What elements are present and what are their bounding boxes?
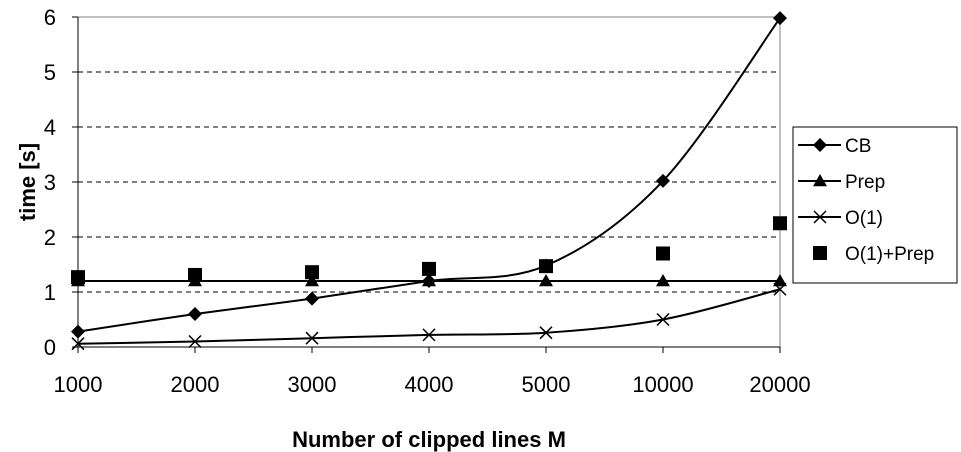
y-tick-label: 3 bbox=[44, 170, 56, 195]
data-point-o-1-prep bbox=[656, 246, 670, 261]
x-tick-label: 4000 bbox=[405, 372, 454, 397]
legend-marker bbox=[813, 246, 827, 260]
marker-stroke bbox=[71, 337, 85, 351]
legend: CB Prep O(1) O(1)+Prep bbox=[792, 126, 958, 284]
data-point-cb bbox=[305, 291, 319, 306]
data-point-prep bbox=[305, 274, 319, 287]
legend-item-prep: Prep bbox=[798, 172, 885, 193]
tick-labels: 0 1 2 3 4 5 6 1000 2000 3000 4000 5000 10000 20000 bbox=[44, 5, 811, 397]
y-axis-title: time [s] bbox=[15, 143, 40, 221]
legend-label: CB bbox=[845, 136, 871, 157]
legend-item-o-1-prep: O(1)+Prep bbox=[813, 244, 934, 265]
y-tick-label: 1 bbox=[44, 280, 56, 305]
data-point-o-1 bbox=[422, 328, 436, 342]
legend-marker bbox=[813, 210, 827, 224]
legend-item-cb: CB bbox=[798, 136, 871, 157]
data-point-o-1-prep bbox=[422, 261, 436, 276]
y-tick-label: 2 bbox=[44, 225, 56, 250]
legend-label: Prep bbox=[845, 172, 885, 193]
x-tick-label: 10000 bbox=[632, 372, 693, 397]
marker-stroke bbox=[773, 282, 787, 296]
data-point-o-1 bbox=[773, 282, 787, 296]
legend-label: O(1)+Prep bbox=[845, 244, 934, 265]
y-tick-label: 6 bbox=[44, 5, 56, 30]
y-tick-label: 0 bbox=[44, 335, 56, 360]
data-point-o-1 bbox=[305, 331, 319, 345]
data-point-prep bbox=[422, 274, 436, 287]
series-o-1 bbox=[71, 282, 787, 351]
series-o-1-prep bbox=[71, 216, 787, 285]
data-point-cb bbox=[188, 307, 202, 321]
legend-label: O(1) bbox=[845, 208, 883, 229]
series bbox=[71, 11, 787, 351]
x-axis-title: Number of clipped lines M bbox=[292, 427, 566, 452]
y-tick-label: 5 bbox=[44, 60, 56, 85]
x-tick-label: 2000 bbox=[171, 372, 220, 397]
legend-item-o-1: O(1) bbox=[798, 208, 883, 229]
marker-stroke bbox=[422, 328, 436, 342]
data-point-o-1 bbox=[656, 312, 670, 327]
marker-stroke bbox=[188, 334, 202, 349]
gridlines bbox=[78, 71, 780, 293]
y-tick-label: 4 bbox=[44, 115, 56, 140]
legend-marker bbox=[813, 174, 827, 187]
data-point-o-1-prep bbox=[539, 259, 553, 274]
marker-stroke bbox=[539, 326, 553, 340]
data-point-prep bbox=[773, 274, 787, 287]
x-tick-label: 3000 bbox=[288, 372, 337, 397]
x-tick-label: 1000 bbox=[54, 372, 103, 397]
x-tick-label: 5000 bbox=[522, 372, 571, 397]
data-point-prep bbox=[539, 274, 553, 287]
series-cb bbox=[71, 11, 787, 339]
x-tick-label: 20000 bbox=[749, 372, 810, 397]
data-point-o-1-prep bbox=[188, 267, 202, 282]
data-point-o-1-prep bbox=[71, 270, 85, 285]
marker-stroke bbox=[813, 210, 827, 224]
data-point-cb bbox=[656, 173, 670, 188]
data-point-o-1-prep bbox=[305, 265, 319, 280]
data-point-cb bbox=[71, 324, 85, 339]
data-point-cb bbox=[773, 11, 787, 26]
data-point-o-1 bbox=[188, 334, 202, 349]
data-point-prep bbox=[656, 274, 670, 287]
axes bbox=[72, 16, 781, 353]
marker-stroke bbox=[656, 312, 670, 327]
data-point-o-1 bbox=[71, 337, 85, 351]
data-point-o-1 bbox=[539, 326, 553, 340]
legend-marker bbox=[813, 138, 827, 152]
marker-stroke bbox=[305, 331, 319, 345]
data-point-o-1-prep bbox=[773, 216, 787, 231]
